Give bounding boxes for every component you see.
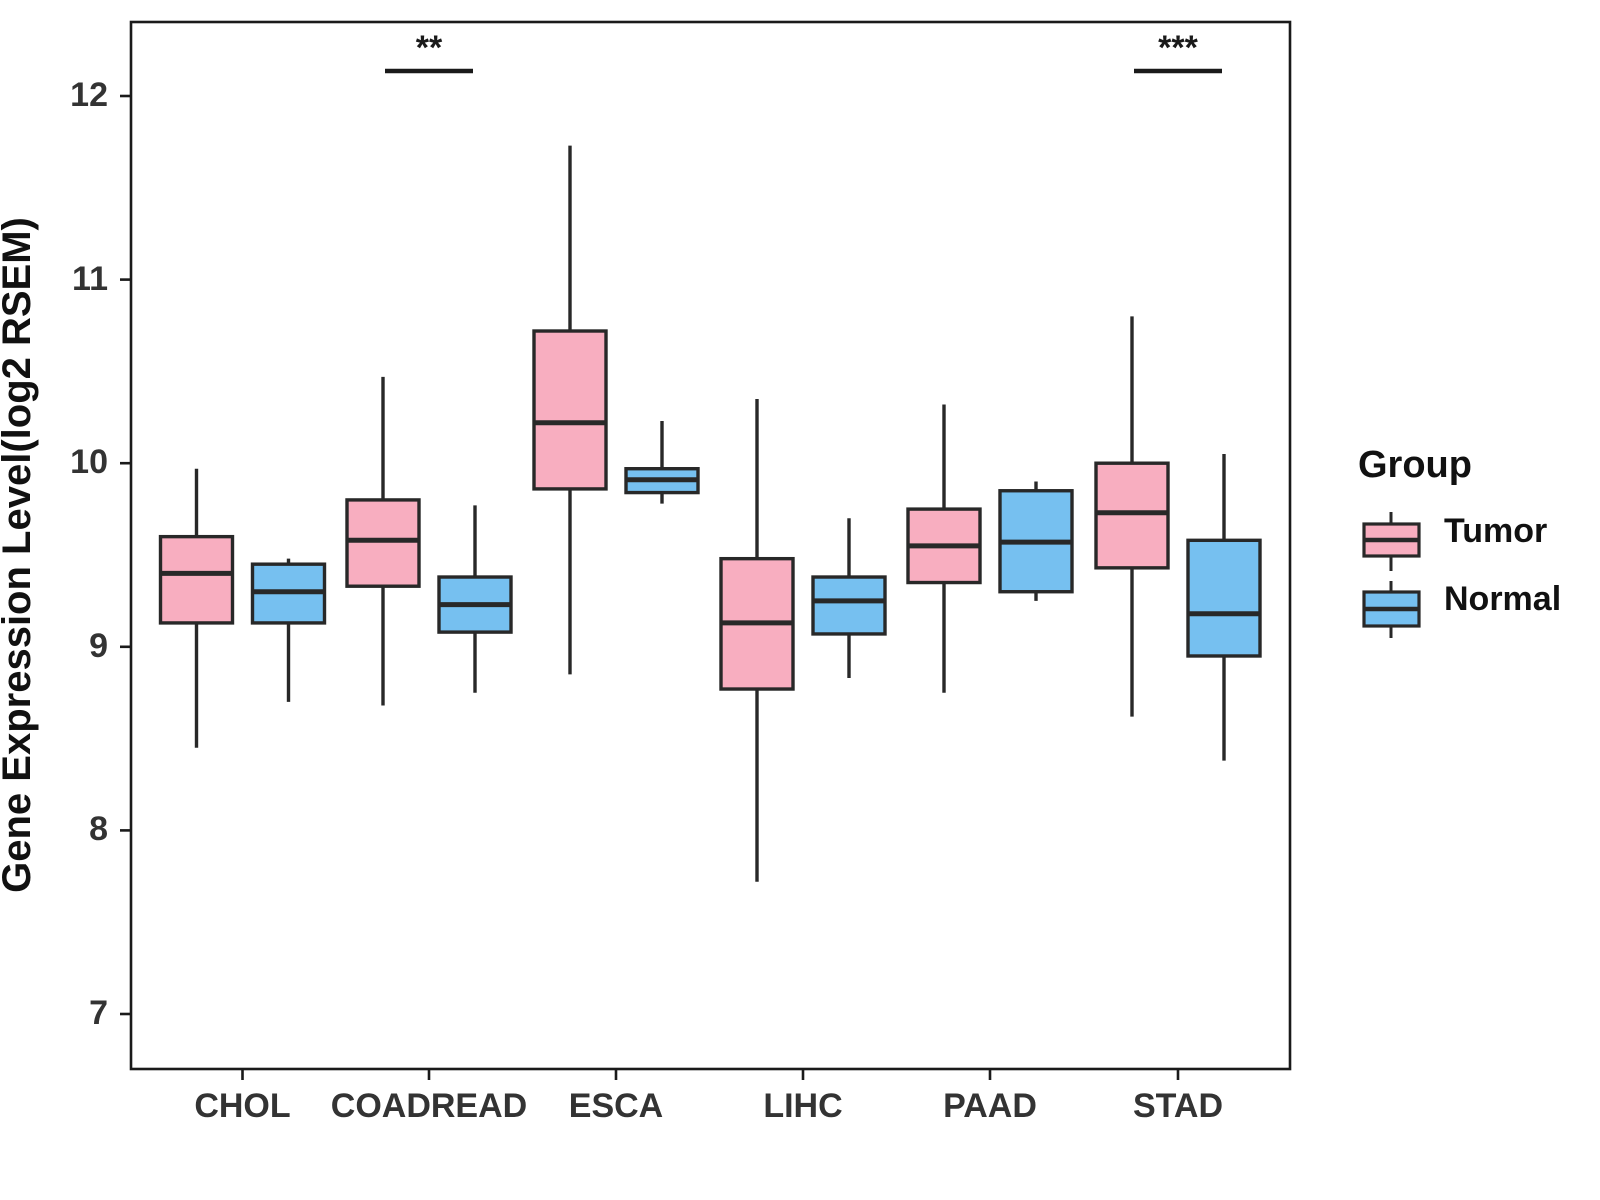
svg-text:**: ** [416,29,443,67]
svg-text:***: *** [1158,29,1198,67]
